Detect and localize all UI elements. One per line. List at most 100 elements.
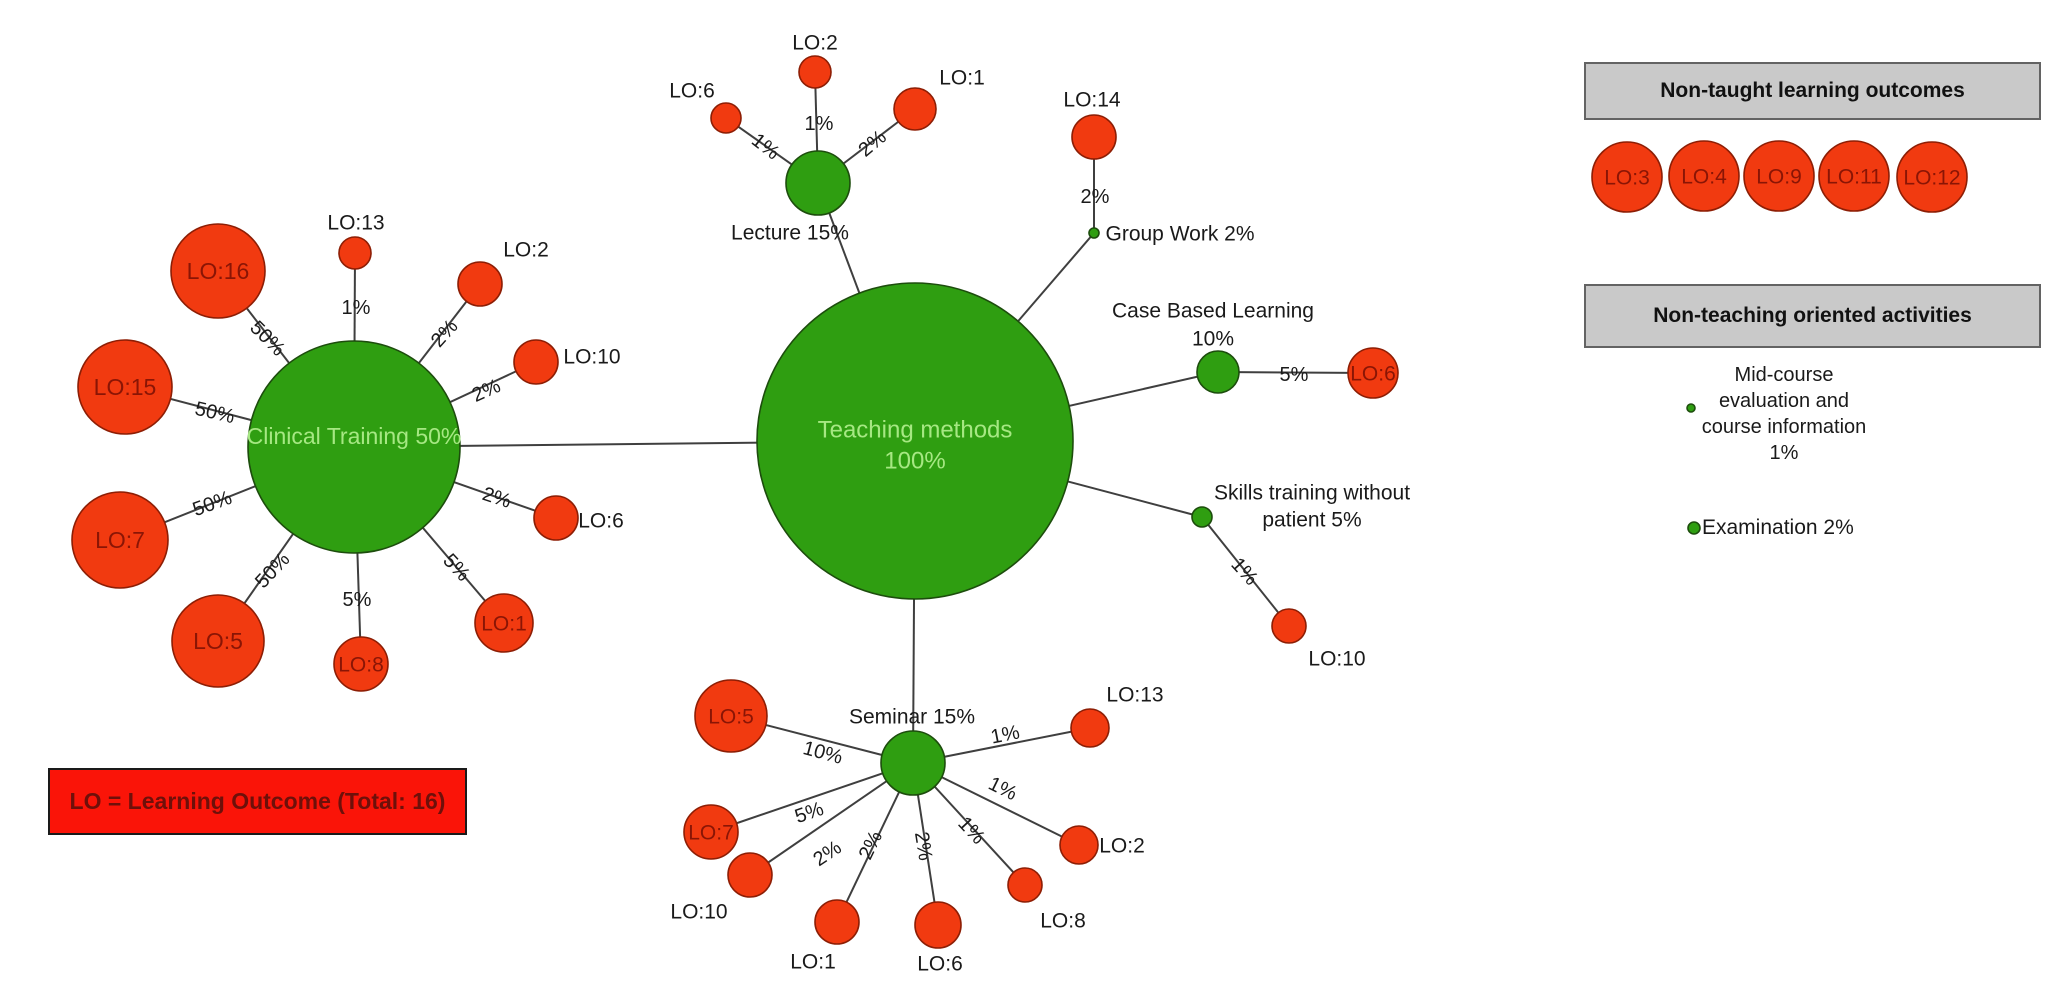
outcome-node-skills-lo10 xyxy=(1271,608,1307,644)
node-label-lecture-lo1: LO:1 xyxy=(939,66,985,89)
outcome-node-seminar-lo8 xyxy=(1007,867,1043,903)
node-label-groupwork-lo14: LO:14 xyxy=(1063,88,1121,111)
node-label-seminar-lo10: LO:10 xyxy=(670,900,727,923)
non-taught-outcomes-title: Non-taught learning outcomes xyxy=(1660,79,1965,102)
edge-casebased--casebased-lo6 xyxy=(1217,371,1374,374)
node-label-legend-lo12: LO:12 xyxy=(1903,166,1960,189)
node-label-skills-line1: Skills training without xyxy=(1214,481,1410,504)
outcome-node-clinical-lo16 xyxy=(170,223,266,319)
outcome-node-seminar-lo10 xyxy=(727,852,773,898)
method-node-seminar xyxy=(880,730,946,796)
node-label-clinical-lo1: LO:1 xyxy=(481,612,527,635)
node-label-seminar-lo13: LO:13 xyxy=(1106,683,1163,706)
node-label-clinical-lo8: LO:8 xyxy=(338,653,384,676)
method-node-dot-midcourse xyxy=(1686,403,1696,413)
outcome-node-lecture-lo2 xyxy=(798,55,832,89)
outcome-node-clinical-lo6 xyxy=(533,495,579,541)
edge-weight-label-casebased-lo6: 5% xyxy=(1280,364,1309,386)
non-teaching-activities-title: Non-teaching oriented activities xyxy=(1653,304,1972,327)
outcome-node-clinical-lo8 xyxy=(333,636,389,692)
node-label-seminar-lo7: LO:7 xyxy=(688,821,734,844)
outcome-node-clinical-lo13 xyxy=(338,236,372,270)
edge-weight-label-seminar-lo10: 2% xyxy=(809,837,845,872)
node-label-legend-lo4: LO:4 xyxy=(1681,165,1727,188)
outcome-node-seminar-lo2 xyxy=(1059,825,1099,865)
outcome-node-seminar-lo13 xyxy=(1070,708,1110,748)
node-label-clinical-lo5: LO:5 xyxy=(193,628,243,654)
outcome-node-clinical-lo1 xyxy=(474,593,534,653)
outcome-node-clinical-lo15 xyxy=(77,339,173,435)
node-label-seminar-lo6: LO:6 xyxy=(917,952,963,975)
method-node-teaching xyxy=(756,282,1074,600)
outcome-node-legend-lo12 xyxy=(1896,141,1968,213)
edge-weight-label-clinical-lo7: 50% xyxy=(190,487,235,521)
node-label-skills-line2: patient 5% xyxy=(1262,508,1361,531)
node-label-seminar-lo1: LO:1 xyxy=(790,950,836,973)
node-label-legend-lo3: LO:3 xyxy=(1604,166,1650,189)
node-label-clinical-lo15: LO:15 xyxy=(94,374,157,400)
node-label-teaching-line2: 100% xyxy=(884,447,945,474)
node-label-lecture: Lecture 15% xyxy=(731,221,849,244)
outcome-node-legend-lo9 xyxy=(1743,140,1815,212)
edge-weight-label-seminar-lo8: 1% xyxy=(953,813,989,849)
lo-abbreviation-note-label: LO = Learning Outcome (Total: 16) xyxy=(69,788,446,814)
mid-course-evaluation-item: Mid-course evaluation and course informa… xyxy=(1701,364,1867,464)
edge-weight-label-seminar-lo6: 2% xyxy=(910,830,936,862)
node-label-clinical-lo6: LO:6 xyxy=(578,509,624,532)
node-label-clinical-lo2: LO:2 xyxy=(503,238,549,261)
node-label-casebased-lo6: LO:6 xyxy=(1350,362,1396,385)
node-label-casebased-line2: 10% xyxy=(1192,327,1234,350)
node-label-seminar-lo8: LO:8 xyxy=(1040,909,1086,932)
node-label-seminar: Seminar 15% xyxy=(849,705,975,728)
edge-skills--skills-lo10 xyxy=(1201,516,1290,627)
edge-weight-label-seminar-lo13: 1% xyxy=(989,721,1022,748)
outcome-node-seminar-lo1 xyxy=(814,899,860,945)
node-label-lecture-lo6: LO:6 xyxy=(669,79,715,102)
outcome-node-seminar-lo6 xyxy=(914,901,962,949)
edge-weight-label-lecture-lo6: 1% xyxy=(747,129,783,164)
method-node-clinical xyxy=(247,340,461,554)
edge-weight-label-seminar-lo1: 2% xyxy=(855,827,888,863)
node-label-clinical-lo13: LO:13 xyxy=(327,211,384,234)
edge-weight-label-clinical-lo15: 50% xyxy=(193,398,237,428)
node-label-seminar-lo2: LO:2 xyxy=(1099,834,1145,857)
outcome-node-groupwork-lo14 xyxy=(1071,114,1117,160)
lo-abbreviation-note-box: LO = Learning Outcome (Total: 16) xyxy=(48,768,467,835)
node-label-clinical: Clinical Training 50% xyxy=(247,423,462,449)
node-label-teaching-line1: Teaching methods xyxy=(818,416,1013,443)
outcome-node-lecture-lo1 xyxy=(893,87,937,131)
method-node-groupwork xyxy=(1088,227,1100,239)
method-node-casebased xyxy=(1196,350,1240,394)
outcome-node-seminar-lo7 xyxy=(683,804,739,860)
node-label-casebased-line1: Case Based Learning xyxy=(1112,299,1314,322)
outcome-node-lecture-lo6 xyxy=(710,102,742,134)
outcome-node-legend-lo3 xyxy=(1591,141,1663,213)
method-node-skills xyxy=(1191,506,1213,528)
method-node-lecture xyxy=(785,150,851,216)
edge-weight-label-clinical-lo13: 1% xyxy=(342,297,371,319)
node-label-legend-lo9: LO:9 xyxy=(1756,165,1802,188)
node-label-legend-lo11: LO:11 xyxy=(1826,165,1882,188)
node-label-clinical-lo16: LO:16 xyxy=(187,258,250,284)
edge-weight-label-clinical-lo6: 2% xyxy=(480,483,514,513)
non-teaching-activities-header: Non-teaching oriented activities xyxy=(1584,284,2041,348)
node-label-skills-lo10: LO:10 xyxy=(1308,647,1365,670)
outcome-node-clinical-lo5 xyxy=(171,594,265,688)
edge-seminar--seminar-lo7 xyxy=(710,762,914,833)
edge-weight-label-seminar-lo5: 10% xyxy=(801,737,846,769)
outcome-node-legend-lo4 xyxy=(1668,140,1740,212)
outcome-node-legend-lo11 xyxy=(1818,140,1890,212)
edge-weight-label-groupwork-lo14: 2% xyxy=(1081,186,1110,208)
node-label-clinical-lo7: LO:7 xyxy=(95,527,145,553)
outcome-node-clinical-lo2 xyxy=(457,261,503,307)
outcome-node-casebased-lo6 xyxy=(1347,347,1399,399)
outcome-node-clinical-lo10 xyxy=(513,339,559,385)
edge-weight-label-lecture-lo2: 1% xyxy=(805,113,834,135)
outcome-node-seminar-lo5 xyxy=(694,679,768,753)
edge-weight-label-clinical-lo8: 5% xyxy=(343,589,372,611)
outcome-node-clinical-lo7 xyxy=(71,491,169,589)
node-label-seminar-lo5: LO:5 xyxy=(708,705,754,728)
method-node-dot-examination xyxy=(1687,521,1701,535)
